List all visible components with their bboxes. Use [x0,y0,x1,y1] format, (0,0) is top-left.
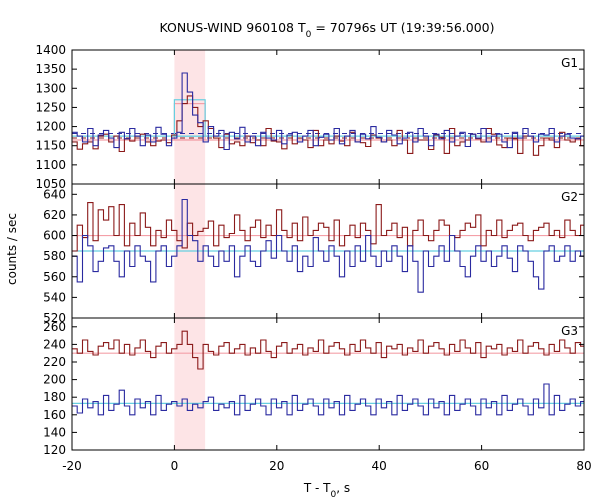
blue-lightcurve-g1 [72,72,584,151]
y-tick-label: 1250 [35,100,66,114]
x-tick-label: 60 [474,459,489,473]
y-tick-label: 1150 [35,139,66,153]
y-tick-label: 1100 [35,158,66,172]
chart-title-rest: = 70796s UT (19:39:56.000) [311,20,494,35]
y-tick-label: 220 [43,355,66,369]
x-tick-label: -20 [62,459,82,473]
y-tick-label: 240 [43,337,66,351]
x-tick-label: 80 [576,459,591,473]
y-tick-label: 120 [43,443,66,457]
blue-burst-level [173,99,206,137]
panel-g3: 120 140 160 180 200 220 240 260 G3 [43,317,585,457]
red-lightcurve-g2 [72,202,584,252]
panel-g1: 1050 1100 1150 1200 1250 1300 1350 1400 G1 [35,43,585,191]
y-tick-label: 160 [43,408,66,422]
y-tick-label: 1200 [35,120,66,134]
y-tick-label: 1400 [35,43,66,57]
y-tick-label: 180 [43,390,66,404]
x-tick-label: 40 [372,459,387,473]
chart-title-subscript: 0 [306,30,312,40]
y-tick-label: 1350 [35,62,66,76]
y-axis-label: counts / sec [5,213,19,285]
panel-label-g3: G3 [561,324,578,338]
y-tick-label: 600 [43,229,66,243]
x-axis-ticks: -20 0 20 40 60 80 [62,459,591,473]
panel-frame [71,49,585,185]
y-tick-label: 1300 [35,81,66,95]
x-tick-label: 0 [171,459,179,473]
blue-lightcurve-g3 [72,383,584,416]
y-tick-label: 580 [43,249,66,263]
y-tick-label: 540 [43,290,66,304]
panel-label-g2: G2 [561,190,578,204]
y-tick-label: 140 [43,425,66,439]
y-tick-label: 620 [43,208,66,222]
x-axis-label-rest: , s [336,481,350,495]
panel-g2: 520 540 560 580 600 620 640 G2 [43,183,585,325]
chart-title: KONUS-WIND 960108 T0 = 70796s UT (19:39:… [159,20,494,40]
x-tick-label: 20 [269,459,284,473]
x-axis-label-main: T - T [303,481,331,495]
panel-frame [71,317,585,451]
x-axis-label: T - T0, s [303,481,350,500]
red-lightcurve-g3 [72,330,584,370]
chart-title-main: KONUS-WIND 960108 T [159,20,305,35]
red-lightcurve-g1 [72,95,584,156]
y-tick-label: 560 [43,270,66,284]
y-tick-label: 640 [43,187,66,201]
blue-lightcurve-g2 [72,198,584,293]
y-tick-label: 1050 [35,177,66,191]
y-tick-label: 200 [43,373,66,387]
x-axis-label-subscript: 0 [331,490,337,500]
panel-label-g1: G1 [561,56,578,70]
y-tick-label: 260 [43,320,66,334]
y-tick-label: 520 [43,311,66,325]
burst-interval-highlight [174,50,206,450]
